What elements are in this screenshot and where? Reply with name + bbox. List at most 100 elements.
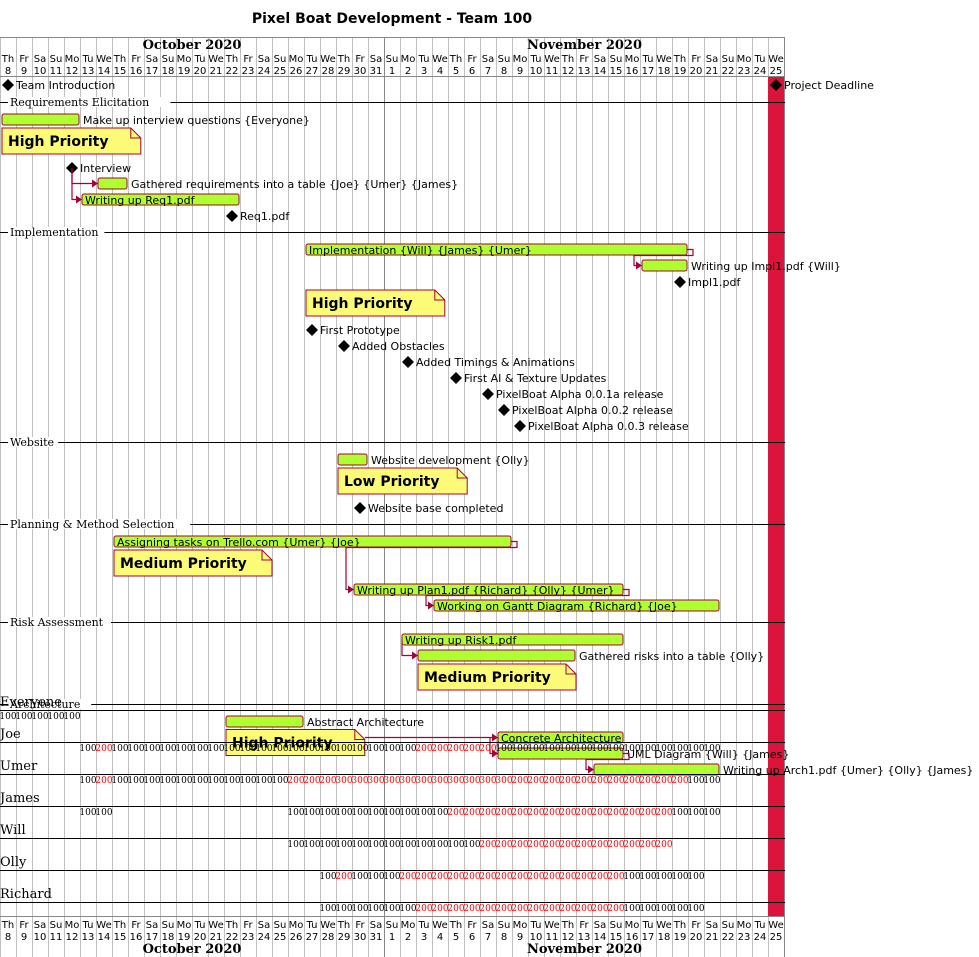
priority-note-fold [130, 128, 141, 139]
day-number-label-bottom: 2 [405, 932, 411, 943]
resource-load-value: 100 [303, 744, 320, 754]
resource-load-value: 100 [159, 776, 176, 786]
resource-load-value: 200 [559, 904, 576, 914]
resource-load-value: 200 [463, 872, 480, 882]
task-bar [593, 763, 720, 776]
priority-note-fold [456, 468, 468, 479]
day-number-label-bottom: 27 [306, 932, 319, 943]
resource-load-value: 100 [79, 776, 96, 786]
weekday-label: Sa [258, 54, 270, 65]
day-number-label-bottom: 3 [421, 932, 427, 943]
resource-load-value: 100 [383, 872, 400, 882]
weekday-label-bottom: Th [561, 920, 574, 931]
resource-load-value: 100 [191, 744, 208, 754]
weekday-label: We [432, 54, 447, 65]
day-number-label: 26 [290, 66, 303, 77]
task-label: Gathered requirements into a table {Joe}… [131, 178, 458, 191]
resource-load-value: 100 [431, 808, 448, 818]
resource-load-value: 100 [351, 744, 368, 754]
resource-load-value: 100 [639, 744, 656, 754]
day-number-label-bottom: 13 [578, 932, 591, 943]
dependency-arrowhead [428, 601, 434, 610]
day-number-label-bottom: 30 [354, 932, 367, 943]
resource-load-value: 200 [495, 872, 512, 882]
weekday-label: Tu [194, 54, 206, 65]
resource-load-value: 100 [639, 904, 656, 914]
resource-load-value: 100 [111, 776, 128, 786]
section-label-bg [8, 227, 105, 237]
weekday-label: Mo [513, 54, 528, 65]
resource-load-value: 200 [479, 840, 496, 850]
weekday-label-bottom: Sa [34, 920, 46, 931]
day-number-label: 12 [562, 66, 575, 77]
resource-load-value: 100 [351, 872, 368, 882]
day-number-label: 7 [485, 66, 491, 77]
resource-name: Joe [0, 727, 21, 742]
day-number-label: 17 [146, 66, 159, 77]
day-number-label: 24 [754, 66, 767, 77]
resource-load-value: 100 [223, 776, 240, 786]
day-number-label-bottom: 4 [437, 932, 443, 943]
resource-load-value: 100 [655, 872, 672, 882]
day-number-label: 18 [162, 66, 175, 77]
day-number-label: 30 [354, 66, 367, 77]
weekday-label: Sa [34, 54, 46, 65]
resource-load-value: 100 [703, 744, 720, 754]
resource-load-value: 300 [351, 776, 368, 786]
resource-load-value: 100 [79, 808, 96, 818]
weekday-label: Th [561, 54, 574, 65]
resource-load-value: 200 [415, 904, 432, 914]
resource-load-value: 200 [495, 840, 512, 850]
resource-load-value: 100 [415, 840, 432, 850]
priority-note-text: High Priority [8, 134, 108, 150]
priority-note [305, 289, 446, 317]
weekday-label: Th [225, 54, 238, 65]
day-number-label: 16 [626, 66, 639, 77]
milestone-label: Team Introduction [15, 79, 115, 92]
weekday-label-bottom: We [656, 920, 671, 931]
task-label-inside: Writing up Plan1.pdf {Richard} {Olly} {U… [357, 584, 615, 597]
resource-load-value: 300 [495, 776, 512, 786]
resource-load-value: 100 [511, 744, 528, 754]
resource-load-value: 200 [447, 744, 464, 754]
weekday-label-bottom: Tu [194, 920, 206, 931]
day-number-label: 8 [5, 66, 11, 77]
resource-load-value: 200 [527, 904, 544, 914]
dependency-arrowhead [588, 765, 594, 774]
resource-load-value: 100 [543, 744, 560, 754]
day-number-label: 25 [274, 66, 287, 77]
day-number-label-bottom: 19 [178, 932, 191, 943]
month-label-bottom: November 2020 [527, 942, 642, 957]
resource-load-value: 100 [239, 744, 256, 754]
day-number-label: 9 [21, 66, 27, 77]
day-number-label: 21 [210, 66, 223, 77]
resource-load-value: 100 [79, 744, 96, 754]
resource-load-value: 100 [399, 744, 416, 754]
day-number-label: 14 [98, 66, 111, 77]
task-sections: Team Introduction Project Deadline Require… [0, 79, 973, 777]
resource-load-value: 300 [463, 776, 480, 786]
resource-load-value: 200 [543, 808, 560, 818]
weekday-label: Th [337, 54, 350, 65]
resource-load-value: 200 [575, 904, 592, 914]
weekday-label-bottom: Fr [243, 920, 253, 931]
day-number-label-bottom: 28 [322, 932, 335, 943]
section-label-bg [8, 437, 59, 447]
resource-load-value: 200 [319, 776, 336, 786]
milestone-label: Added Obstacles [352, 340, 445, 353]
resource-load-value: 200 [479, 872, 496, 882]
weekday-label: Fr [243, 54, 253, 65]
day-number-label-bottom: 12 [562, 932, 575, 943]
resource-load-value: 100 [319, 744, 336, 754]
milestone-diamond [2, 79, 14, 91]
day-number-label-bottom: 19 [674, 932, 687, 943]
resource-load-value: 200 [575, 840, 592, 850]
day-number-label: 12 [66, 66, 79, 77]
task-bar [225, 715, 304, 728]
resource-name: Olly [0, 855, 27, 870]
day-number-label-bottom: 20 [194, 932, 207, 943]
month-label-bottom: October 2020 [143, 942, 242, 957]
resource-load-value: 100 [351, 808, 368, 818]
task-bar [337, 453, 368, 466]
